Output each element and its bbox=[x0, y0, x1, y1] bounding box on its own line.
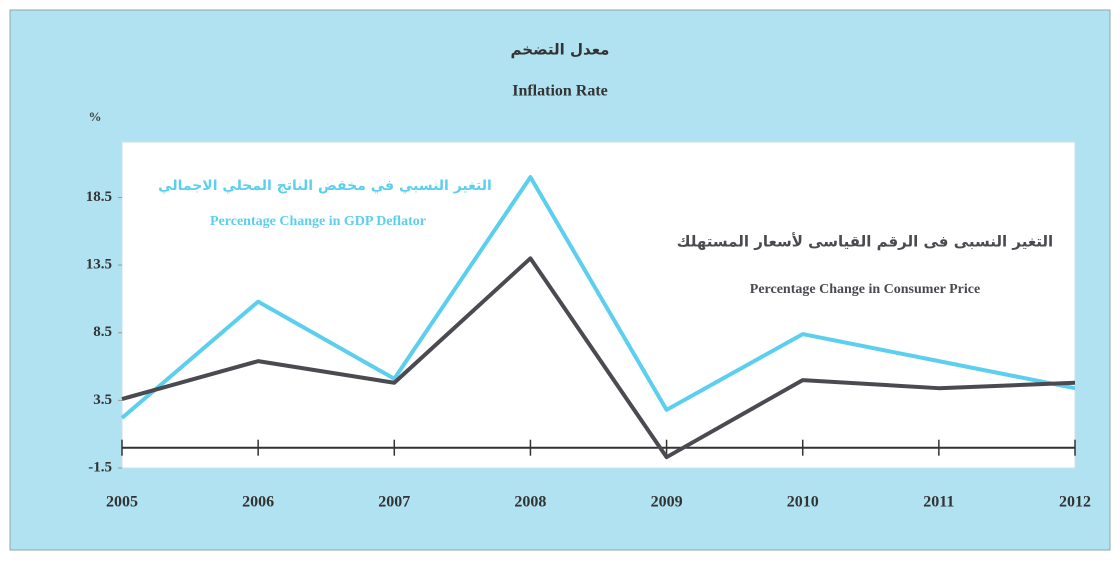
x-tick-label: 2012 bbox=[1059, 494, 1091, 511]
x-tick-label: 2008 bbox=[514, 494, 546, 511]
legend-label-ar: التغير النسبى فى الرقم القياسى لأسعار ال… bbox=[677, 233, 1053, 251]
y-tick-label: 18.5 bbox=[86, 189, 112, 205]
series-line bbox=[121, 256, 1076, 460]
y-tick-label: 13.5 bbox=[86, 257, 112, 273]
y-axis-label: % bbox=[89, 109, 102, 124]
series-line bbox=[120, 175, 1076, 420]
chart-title: Inflation Rate bbox=[512, 83, 608, 100]
x-tick-label: 2010 bbox=[787, 494, 819, 511]
chart-title-ar: معدل التضخم bbox=[511, 41, 610, 59]
legend-label-ar: التغير النسبي في مخفض الناتج المحلي الاج… bbox=[158, 178, 492, 194]
x-tick-label: 2006 bbox=[242, 494, 274, 511]
plot-area bbox=[121, 141, 1076, 469]
y-tick-label: 3.5 bbox=[93, 392, 112, 408]
x-tick-label: 2009 bbox=[651, 494, 683, 511]
x-tick-label: 2011 bbox=[923, 494, 954, 511]
x-tick-label: 2007 bbox=[378, 494, 410, 511]
y-tick-label: -1.5 bbox=[88, 459, 112, 475]
legend-label: Percentage Change in Consumer Price bbox=[750, 282, 980, 297]
y-tick-label: 8.5 bbox=[93, 324, 112, 340]
x-tick-label: 2005 bbox=[106, 494, 138, 511]
legend-label: Percentage Change in GDP Deflator bbox=[210, 214, 426, 229]
